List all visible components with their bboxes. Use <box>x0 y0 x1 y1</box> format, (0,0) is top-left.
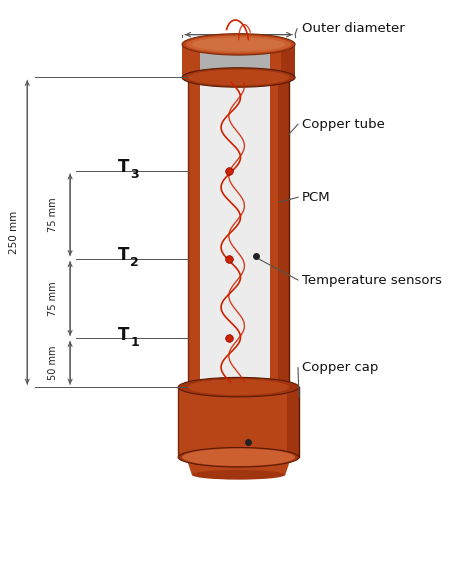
Text: 250 mm: 250 mm <box>9 211 18 254</box>
Text: 2: 2 <box>130 256 139 269</box>
Text: Outer diameter: Outer diameter <box>302 22 405 35</box>
Polygon shape <box>282 44 295 78</box>
Ellipse shape <box>182 68 295 87</box>
Ellipse shape <box>178 447 299 467</box>
Text: 1: 1 <box>130 336 139 349</box>
Text: Copper cap: Copper cap <box>302 361 378 374</box>
FancyBboxPatch shape <box>182 44 295 78</box>
Text: PCM: PCM <box>302 191 330 204</box>
Text: 75 mm: 75 mm <box>47 197 57 232</box>
Ellipse shape <box>182 34 295 55</box>
Ellipse shape <box>188 379 289 395</box>
FancyBboxPatch shape <box>278 78 289 387</box>
Text: Copper tube: Copper tube <box>302 117 385 131</box>
Text: $\mathbf{T}$: $\mathbf{T}$ <box>117 158 130 176</box>
Polygon shape <box>287 387 299 457</box>
Text: $\mathbf{T}$: $\mathbf{T}$ <box>117 246 130 264</box>
Polygon shape <box>282 44 295 78</box>
Polygon shape <box>278 78 289 387</box>
FancyBboxPatch shape <box>200 79 270 385</box>
Ellipse shape <box>182 448 295 466</box>
Text: 75 mm: 75 mm <box>47 281 57 316</box>
Ellipse shape <box>200 75 270 87</box>
Text: 50 mm: 50 mm <box>47 346 57 380</box>
Ellipse shape <box>178 378 299 397</box>
FancyBboxPatch shape <box>200 52 270 78</box>
Ellipse shape <box>192 470 285 479</box>
Polygon shape <box>287 387 299 457</box>
Ellipse shape <box>186 35 291 53</box>
FancyBboxPatch shape <box>188 78 289 387</box>
Text: 3: 3 <box>130 169 139 182</box>
Ellipse shape <box>200 381 270 393</box>
Text: $\mathbf{T}$: $\mathbf{T}$ <box>117 325 130 343</box>
Polygon shape <box>186 457 291 475</box>
FancyBboxPatch shape <box>178 387 299 457</box>
Ellipse shape <box>192 38 285 51</box>
Text: Temperature sensors: Temperature sensors <box>302 274 442 287</box>
Ellipse shape <box>188 70 289 85</box>
